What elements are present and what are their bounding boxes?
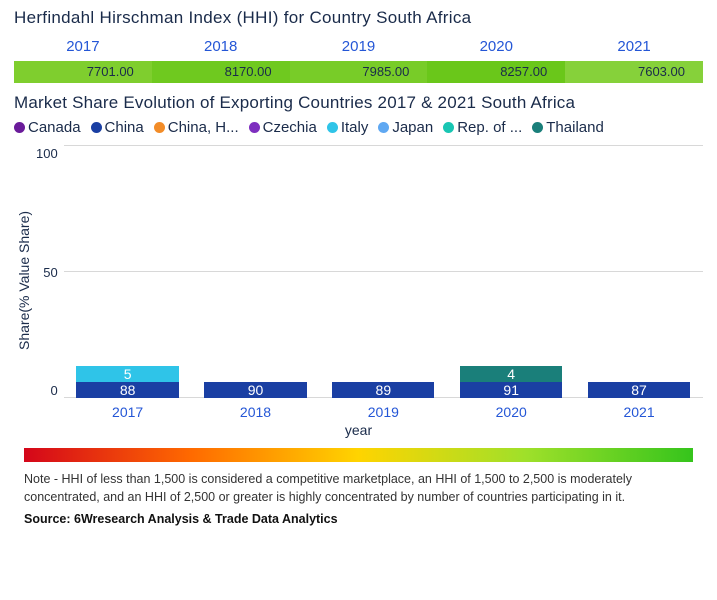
x-tick-label: 2017 <box>76 404 178 420</box>
chart-legend: Canada China China, H... Czechia Italy Japan R… <box>14 119 703 136</box>
bar-stack: 89 <box>332 382 434 398</box>
bar-column: 90 <box>204 382 306 398</box>
legend-label: Rep. of ... <box>457 119 522 136</box>
bar-stack: 914 <box>460 366 562 398</box>
legend-item: Czechia <box>249 119 317 136</box>
source-text: Source: 6Wresearch Analysis & Trade Data… <box>24 512 693 526</box>
bar-segment: 87 <box>588 382 690 398</box>
hhi-value-cell: 7985.00 <box>290 61 428 83</box>
x-tick-label: 2020 <box>460 404 562 420</box>
bar-column: 87 <box>588 382 690 398</box>
hhi-title: Herfindahl Hirschman Index (HHI) for Cou… <box>14 8 703 28</box>
hhi-value-cell: 7603.00 <box>565 61 703 83</box>
legend-swatch <box>532 122 543 133</box>
legend-swatch <box>327 122 338 133</box>
y-tick: 50 <box>36 265 58 280</box>
chart-plot: 885 90 89 914 87 2017 2018 2019 2020 2021 <box>64 140 703 420</box>
legend-item: Canada <box>14 119 81 136</box>
hhi-value-cell: 8170.00 <box>152 61 290 83</box>
chart-bars: 885 90 89 914 87 <box>64 146 703 398</box>
hhi-year: 2019 <box>290 34 428 59</box>
legend-label: Canada <box>28 119 81 136</box>
bar-stack: 87 <box>588 382 690 398</box>
legend-item: Italy <box>327 119 369 136</box>
bar-column: 914 <box>460 366 562 398</box>
chart-title: Market Share Evolution of Exporting Coun… <box>14 93 703 113</box>
legend-label: Thailand <box>546 119 604 136</box>
bar-column: 885 <box>76 366 178 398</box>
bar-stack: 90 <box>204 382 306 398</box>
hhi-value-cell: 7701.00 <box>14 61 152 83</box>
hhi-year: 2018 <box>152 34 290 59</box>
hhi-value-cell: 8257.00 <box>427 61 565 83</box>
legend-label: Italy <box>341 119 369 136</box>
x-tick-label: 2019 <box>332 404 434 420</box>
legend-label: China <box>105 119 144 136</box>
legend-item: Rep. of ... <box>443 119 522 136</box>
hhi-year: 2017 <box>14 34 152 59</box>
hhi-year-row: 20172018201920202021 <box>14 34 703 59</box>
x-tick-label: 2018 <box>204 404 306 420</box>
legend-swatch <box>249 122 260 133</box>
legend-item: Thailand <box>532 119 604 136</box>
legend-swatch <box>378 122 389 133</box>
bar-segment: 88 <box>76 382 178 398</box>
hhi-year: 2021 <box>565 34 703 59</box>
gradient-scale <box>24 448 693 462</box>
legend-label: China, H... <box>168 119 239 136</box>
y-tick: 100 <box>36 146 58 161</box>
y-axis-label: Share(% Value Share) <box>14 140 34 420</box>
x-axis-labels: 2017 2018 2019 2020 2021 <box>64 404 703 420</box>
x-axis-label: year <box>14 422 703 438</box>
x-tick-label: 2021 <box>588 404 690 420</box>
legend-label: Czechia <box>263 119 317 136</box>
bar-segment: 89 <box>332 382 434 398</box>
bar-segment: 5 <box>76 366 178 382</box>
bar-stack: 885 <box>76 366 178 398</box>
legend-item: China <box>91 119 144 136</box>
y-tick: 0 <box>36 383 58 398</box>
note-text: Note - HHI of less than 1,500 is conside… <box>24 470 693 506</box>
legend-item: China, H... <box>154 119 239 136</box>
chart-area: Share(% Value Share) 100 50 0 885 90 89 914 87… <box>14 140 703 420</box>
legend-label: Japan <box>392 119 433 136</box>
bar-column: 89 <box>332 382 434 398</box>
bar-segment: 4 <box>460 366 562 382</box>
legend-swatch <box>443 122 454 133</box>
legend-swatch <box>14 122 25 133</box>
legend-swatch <box>154 122 165 133</box>
bar-segment: 90 <box>204 382 306 398</box>
y-axis-ticks: 100 50 0 <box>34 140 64 420</box>
legend-swatch <box>91 122 102 133</box>
hhi-year: 2020 <box>427 34 565 59</box>
hhi-value-bar: 7701.008170.007985.008257.007603.00 <box>14 61 703 83</box>
bar-segment: 91 <box>460 382 562 398</box>
legend-item: Japan <box>378 119 433 136</box>
